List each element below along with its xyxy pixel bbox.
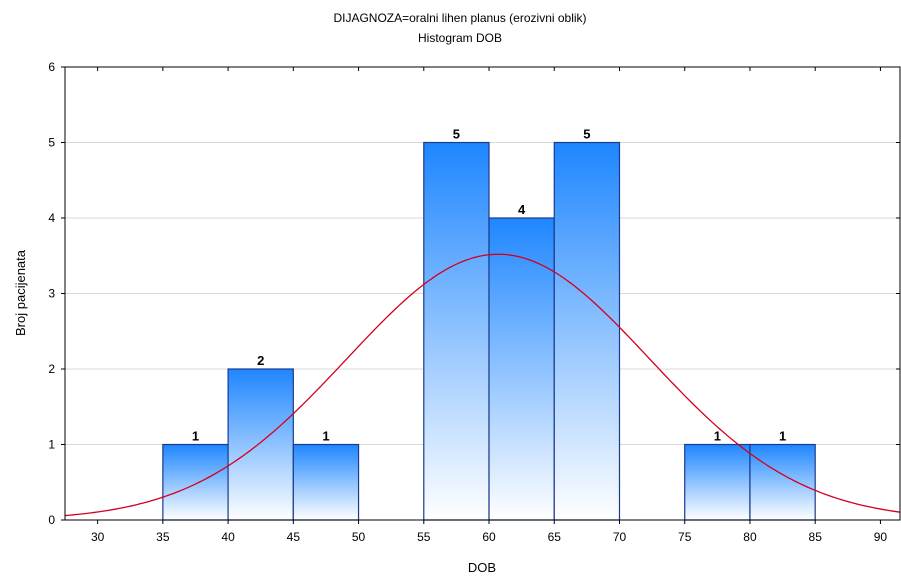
chart-title: DIJAGNOZA=oralni lihen planus (erozivni … xyxy=(333,11,586,25)
y-tick-label: 3 xyxy=(48,287,55,301)
y-tick-label: 4 xyxy=(48,211,55,225)
bar-value-label: 1 xyxy=(192,429,199,444)
bar-value-label: 1 xyxy=(779,429,786,444)
y-axis-label: Broj pacijenata xyxy=(13,249,28,336)
histogram-bar xyxy=(292,443,360,521)
histogram-bar xyxy=(227,368,294,521)
bar-value-label: 4 xyxy=(518,202,526,217)
bar-value-label: 1 xyxy=(714,429,721,444)
x-tick-label: 80 xyxy=(743,530,757,544)
x-tick-label: 65 xyxy=(548,530,562,544)
bar-value-label: 1 xyxy=(322,429,329,444)
y-tick-label: 1 xyxy=(48,438,55,452)
bar-value-label: 5 xyxy=(583,127,590,142)
y-tick-label: 2 xyxy=(48,362,55,376)
x-tick-label: 55 xyxy=(417,530,431,544)
x-tick-label: 85 xyxy=(809,530,823,544)
x-tick-label: 35 xyxy=(156,530,170,544)
bar-value-label: 5 xyxy=(453,127,460,142)
x-axis-label: DOB xyxy=(468,560,496,575)
x-tick-label: 70 xyxy=(613,530,627,544)
x-tick-label: 30 xyxy=(91,530,105,544)
y-tick-label: 6 xyxy=(48,60,55,74)
normal-curve-layer xyxy=(64,253,901,517)
y-tick-label: 5 xyxy=(48,136,55,150)
histogram-bars xyxy=(162,141,816,521)
x-tick-label: 50 xyxy=(352,530,366,544)
x-tick-label: 90 xyxy=(874,530,888,544)
histogram-bar xyxy=(488,217,555,521)
histogram-bar xyxy=(684,443,751,521)
chart-subtitle: Histogram DOB xyxy=(418,31,502,45)
bar-value-label: 2 xyxy=(257,353,264,368)
x-tick-label: 40 xyxy=(221,530,235,544)
histogram-bar xyxy=(553,141,621,521)
histogram-bar xyxy=(423,141,490,521)
plot-frame xyxy=(64,66,901,521)
histogram-bar xyxy=(749,443,816,521)
y-tick-label: 0 xyxy=(48,513,55,527)
histogram-bar xyxy=(162,443,229,521)
x-tick-label: 45 xyxy=(287,530,301,544)
data-labels: 1 2 1 5 4 5 1 1 xyxy=(192,127,786,444)
x-tick-label: 60 xyxy=(482,530,496,544)
normal-curve xyxy=(64,253,901,517)
x-tick-label: 75 xyxy=(678,530,692,544)
